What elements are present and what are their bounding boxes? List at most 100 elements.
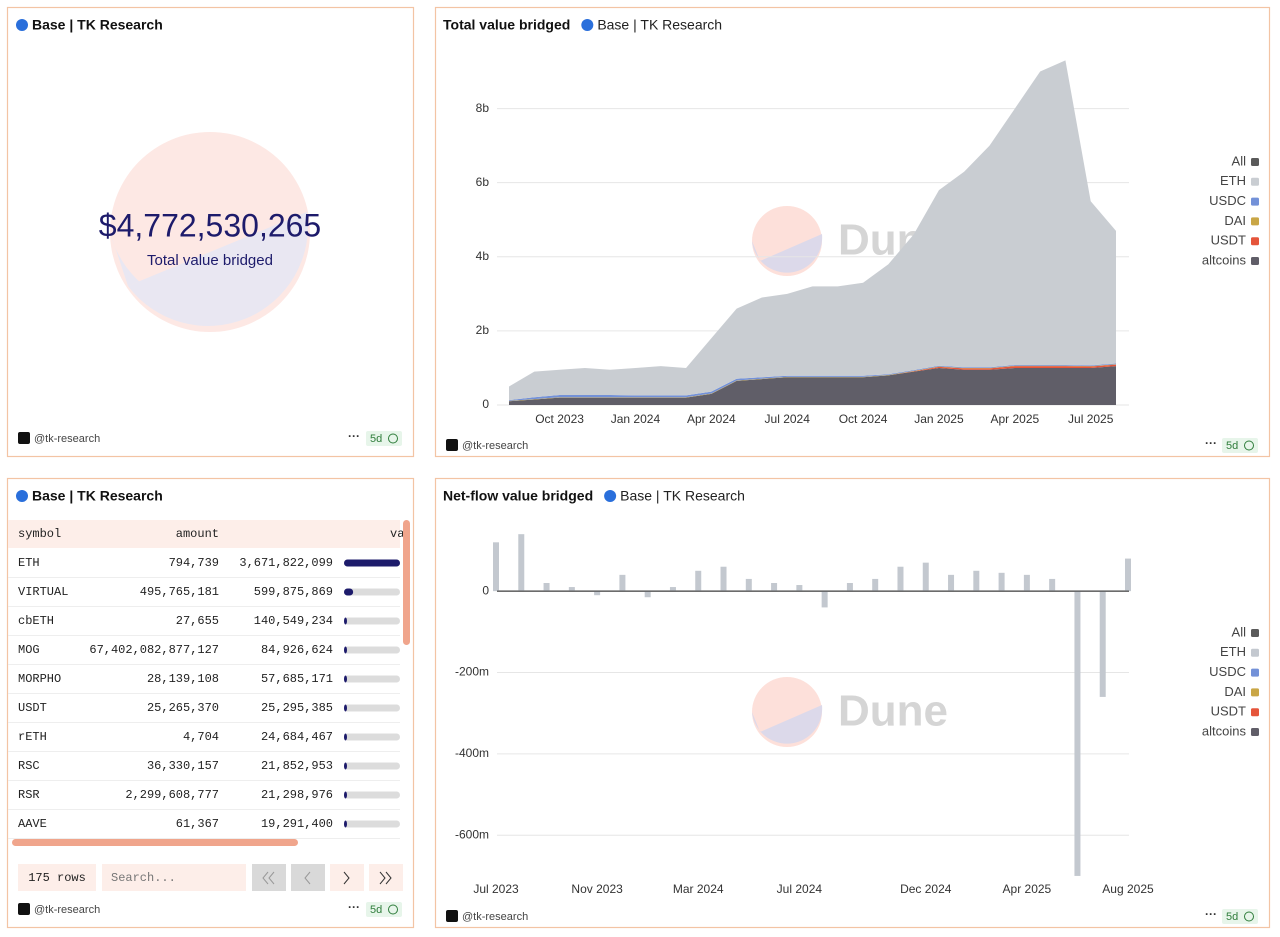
cell: 84,926,624 [261,643,333,657]
legend-swatch [1251,629,1259,637]
x-tick-label: Jul 2025 [1068,412,1114,426]
legend-label[interactable]: ETH [1220,644,1246,659]
bar [745,578,752,592]
x-tick-label: Jan 2025 [914,412,964,426]
icon [343,871,350,885]
bar [1125,558,1131,592]
cell: 3,671,822,099 [239,556,333,570]
bar [669,587,676,592]
legend-swatch [1251,688,1259,697]
menu-dots[interactable]: ··· [348,900,360,914]
x-tick-label: Oct 2024 [839,412,888,426]
legend-swatch [1251,257,1259,265]
menu-dots[interactable]: ··· [1205,436,1217,450]
watermark-text: Dune [838,687,948,736]
cell: 25,265,370 [147,701,219,715]
y-tick-label: -600m [455,827,489,841]
bar [568,587,575,592]
author[interactable]: @tk-research [34,904,100,916]
bar [897,566,904,592]
author-avatar [18,432,30,444]
cell: rETH [18,730,47,744]
cell: 21,298,976 [261,788,333,802]
y-tick-label: 4b [476,249,490,263]
cell: 495,765,181 [140,585,219,599]
bar [1074,591,1081,876]
cell: MORPHO [18,672,61,686]
legend-label[interactable]: All [1232,624,1247,639]
area-chart: Total value bridged Base | TK ResearchDun… [443,17,1259,453]
author[interactable]: @tk-research [462,440,528,452]
author-avatar [446,439,458,451]
legend-label[interactable]: altcoins [1202,252,1247,267]
area [509,60,1116,401]
legend-label[interactable]: ETH [1220,173,1246,188]
bar-track [344,733,400,741]
prev-page-button[interactable] [291,864,325,891]
cell: AAVE [18,817,47,831]
bar [922,562,929,592]
emoji-icon [604,490,617,502]
legend-label[interactable]: All [1232,153,1247,168]
x-tick-label: Apr 2025 [990,412,1039,426]
x-tick-label: Dec 2024 [900,882,952,896]
age-badge [1222,909,1258,924]
last-page-button[interactable] [369,864,403,891]
panel-title: Base | TK Research [32,488,163,504]
cell: RSR [18,788,40,802]
legend-swatch [1251,158,1259,166]
panel [6,477,415,929]
legend-label[interactable]: USDC [1209,193,1246,208]
bar [543,582,550,592]
bar [872,578,879,592]
cell: 61,367 [176,817,219,831]
value-bar [344,559,400,567]
next-page-button[interactable] [330,864,364,891]
y-tick-label: -400m [455,746,489,760]
bar [821,591,828,608]
legend-label[interactable]: USDT [1211,704,1246,719]
bar [493,542,499,592]
menu-dots[interactable]: ··· [1205,907,1217,921]
x-tick-label: Aug 2025 [1102,882,1154,896]
value-bar [344,704,347,712]
author[interactable]: @tk-research [462,911,528,923]
menu-dots[interactable]: ··· [348,429,360,443]
legend-label[interactable]: USDT [1211,233,1246,248]
legend-label[interactable]: USDC [1209,664,1246,679]
panel [434,477,1271,929]
author[interactable]: @tk-research [34,433,100,445]
search-box[interactable] [102,864,246,891]
bar [695,570,702,592]
cell: 794,739 [169,556,219,570]
x-tick-label: Jul 2024 [765,412,811,426]
scrollbar[interactable] [12,839,298,846]
cell: 36,330,157 [147,759,219,773]
logo-wedge [128,212,308,326]
cell: 140,549,234 [254,614,333,628]
emoji-icon [16,490,28,502]
legend-swatch [1251,237,1259,246]
icon [379,871,392,885]
bar [644,591,651,598]
value-bar [344,646,347,654]
age-badge [1222,438,1258,453]
counter-label: Total value bridged [147,252,273,269]
x-tick-label: Jan 2024 [611,412,661,426]
legend-label[interactable]: altcoins [1202,723,1247,738]
bar-track [344,675,400,683]
legend-swatch [1251,648,1259,657]
scrollbar[interactable] [403,520,410,645]
legend-label[interactable]: DAI [1224,684,1246,699]
cell: VIRTUAL [18,585,68,599]
chart-subtitle: Base | TK Research [620,488,745,504]
bar-track [344,704,400,712]
y-tick-label: 8b [476,101,490,115]
cell: ETH [18,556,40,570]
legend-label[interactable]: DAI [1224,213,1246,228]
icon [262,871,275,885]
table: symbol amount va ETH 794,739 3,671,822,099 VIR… [8,520,404,839]
legend-swatch [1251,668,1259,677]
cell: cbETH [18,614,54,628]
